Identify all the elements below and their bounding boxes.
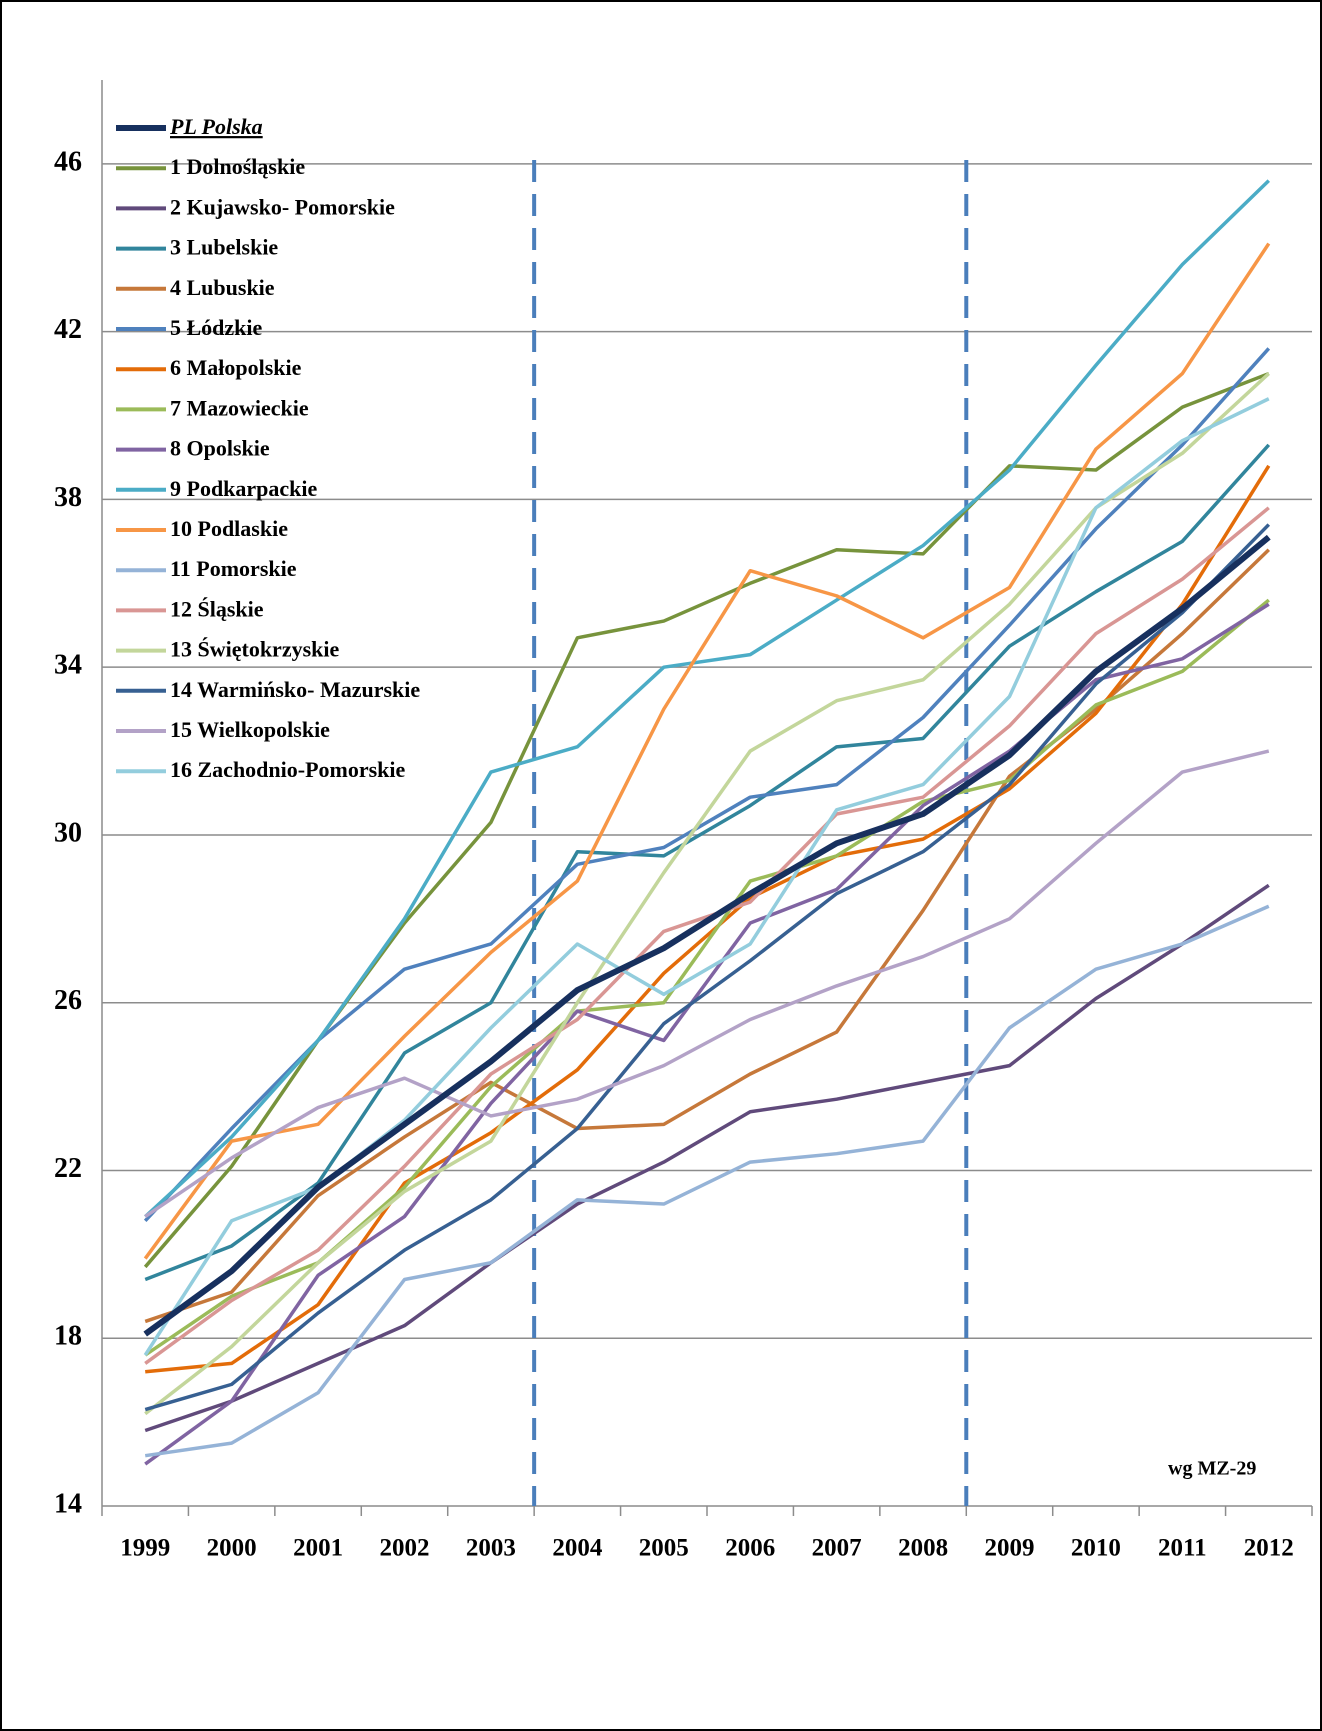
x-tick-label: 2012	[1244, 1535, 1294, 1562]
series-line	[144, 602, 1270, 1466]
x-tick-label: 2010	[1071, 1535, 1121, 1562]
y-tick-label: 18	[54, 1321, 82, 1352]
x-tick-label: 2009	[985, 1535, 1035, 1562]
x-tick-label: 2003	[466, 1535, 516, 1562]
legend-label: 9 Podkarpackie	[170, 476, 318, 501]
legend-label: 8 Opolskie	[170, 436, 270, 461]
series-line	[144, 904, 1270, 1458]
x-tick-label: 1999	[120, 1535, 170, 1562]
y-tick-label: 14	[54, 1488, 82, 1519]
series-line	[144, 443, 1271, 1282]
series-line	[143, 242, 1271, 1260]
x-tick-label: 2004	[552, 1535, 603, 1562]
legend-label: 7 Mazowieckie	[170, 395, 309, 420]
x-tick-label: 2001	[293, 1535, 343, 1562]
legend-label: 6 Małopolskie	[170, 355, 302, 380]
series-line	[144, 523, 1271, 1412]
y-tick-label: 22	[54, 1153, 82, 1184]
series-line	[144, 883, 1270, 1433]
x-tick-label: 2002	[380, 1535, 430, 1562]
x-tick-label: 2005	[639, 1535, 689, 1562]
series-line	[145, 464, 1271, 1374]
y-tick-label: 38	[54, 482, 82, 513]
annotation: wg MZ-29	[1168, 1458, 1256, 1480]
x-tick-label: 2006	[725, 1535, 775, 1562]
series-line	[144, 749, 1270, 1219]
x-tick-label: 2008	[898, 1535, 948, 1562]
legend-label: 15 Wielkopolskie	[170, 717, 330, 742]
legend-label: 4 Lubuskie	[170, 275, 275, 300]
legend-label: 10 Podlaskie	[170, 516, 288, 541]
series-line	[143, 534, 1271, 1337]
series-line	[144, 548, 1271, 1324]
legend-label: PL Polska	[169, 114, 263, 139]
legend-label: 11 Pomorskie	[170, 556, 297, 581]
y-tick-label: 26	[54, 985, 82, 1016]
legend-label: 2 Kujawsko- Pomorskie	[170, 194, 395, 219]
legend-label: 16 Zachodnio-Pomorskie	[170, 757, 406, 782]
series-line	[143, 347, 1271, 1222]
legend-label: 13 Świętokrzyskie	[170, 637, 340, 662]
series-line	[144, 506, 1270, 1365]
legend-label: 12 Śląskie	[170, 596, 264, 621]
series-line	[144, 372, 1270, 1416]
legend-label: 1 Dolnośląskie	[170, 154, 305, 179]
x-tick-label: 2011	[1158, 1535, 1207, 1562]
x-tick-label: 2007	[812, 1535, 862, 1562]
y-tick-label: 34	[54, 650, 82, 681]
series-line	[144, 179, 1271, 1218]
y-tick-label: 30	[54, 817, 82, 848]
legend-label: 14 Warmińsko- Mazurskie	[170, 677, 420, 702]
legend-label: 5 Łódzkie	[170, 315, 263, 340]
y-tick-label: 42	[54, 314, 82, 345]
x-tick-label: 2000	[207, 1535, 257, 1562]
legend-label: 3 Lubelskie	[170, 235, 278, 260]
y-tick-label: 46	[54, 146, 82, 177]
